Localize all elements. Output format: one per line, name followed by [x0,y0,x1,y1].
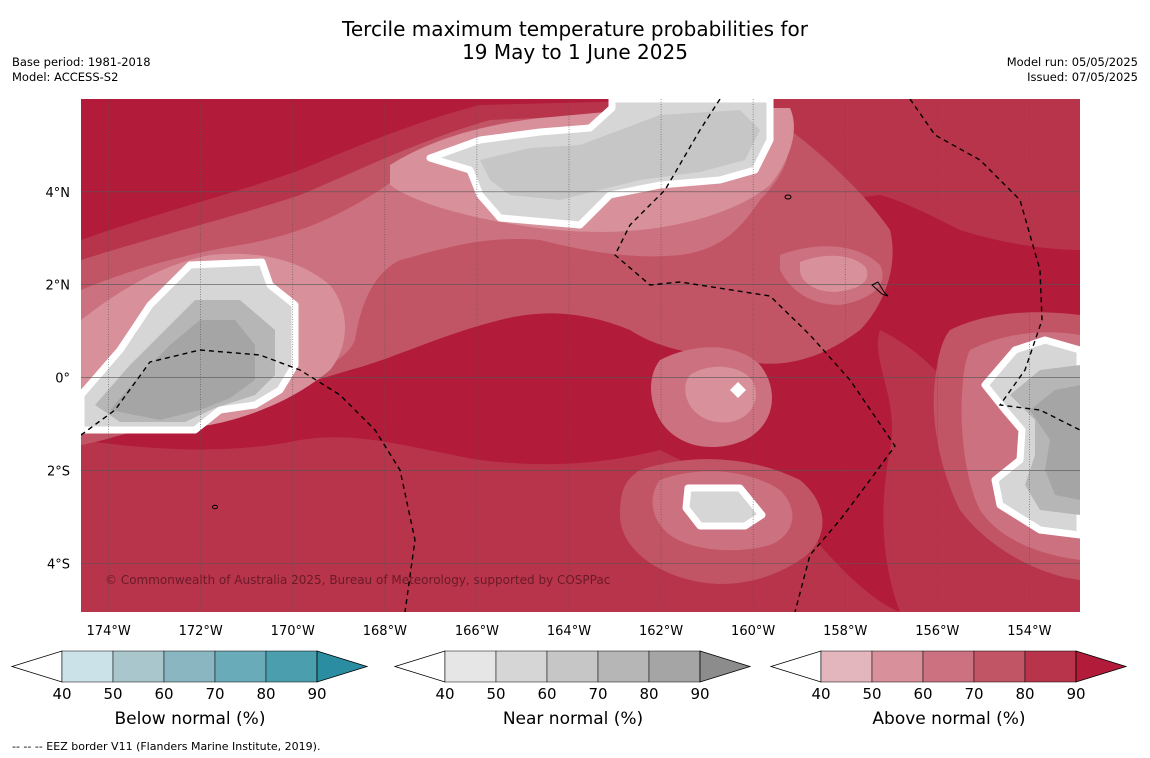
latitude-tick-label: 2°S [47,464,70,479]
island-2 [871,281,889,297]
colorbar-extend-high [1075,650,1128,683]
longitude-tick-label: 154°W [1007,624,1051,639]
field-above-40-50-northeast [800,255,868,292]
colorbar-extend-low [393,650,446,683]
colorbar-segment [214,650,267,683]
longitude-tick-label: 172°W [179,624,223,639]
islands [212,194,889,510]
colorbar-tick-label: 70 [205,685,224,703]
model-name: Model: ACCESS-S2 [12,70,119,84]
colorbar-segment [61,650,114,683]
map-title: Tercile maximum temperature probabilitie… [0,18,1150,64]
colorbar-segment [112,650,165,683]
colorbar-tick-label: 50 [486,685,505,703]
colorbar-segment [922,650,975,683]
colorbar-tick-label: 60 [913,685,932,703]
latitude-labels: 4°N 2°N 0° 2°S 4°S [46,186,71,572]
colorbar-near-label: Near normal (%) [502,709,644,729]
colorbar-tick-label: 50 [103,685,122,703]
colorbar-tick-label: 70 [964,685,983,703]
map-title-line1: Tercile maximum temperature probabilitie… [342,17,808,41]
colorbar-segment [163,650,216,683]
model-run-date: Model run: 05/05/2025 [1006,55,1138,69]
colorbar-segment [973,650,1026,683]
eez-border-2 [81,349,416,612]
field-near-west-80 [110,320,255,420]
colorbar-tick-label: 80 [1015,685,1034,703]
eez-borders [81,99,1080,612]
colorbar-extend-high [699,650,752,683]
eez-legend-note: -- -- -- EEZ border V11 (Flanders Marine… [12,740,321,753]
issued-date: Issued: 07/05/2025 [1027,70,1138,84]
colorbar-extend-low [10,650,63,683]
longitude-tick-label: 174°W [87,624,131,639]
colorbar-tick-label: 90 [1066,685,1085,703]
longitude-labels: 174°W 172°W 170°W 168°W 166°W 164°W 162°W 160°W… [87,624,1052,639]
map-title-line2: 19 May to 1 June 2025 [462,40,688,64]
latitude-tick-label: 4°N [46,186,71,201]
colorbar-tick-label: 50 [862,685,881,703]
colorbar-near: 40 50 60 70 80 90 [393,650,752,703]
colorbar-segment [1024,650,1077,683]
longitude-tick-label: 158°W [823,624,867,639]
copyright-notice: © Commonwealth of Australia 2025, Bureau… [105,573,610,587]
field-near-north-60 [480,110,760,200]
eez-border-3 [909,99,1080,431]
colorbar-tick-label: 90 [690,685,709,703]
colorbar-segment [820,650,873,683]
colorbar-segment [648,650,701,683]
colorbar-segment [546,650,599,683]
colorbar-tick-label: 90 [307,685,326,703]
field-near-east-80 [1030,385,1080,500]
map-field: © Commonwealth of Australia 2025, Bureau… [81,99,1080,612]
longitude-tick-label: 168°W [363,624,407,639]
colorbar-segment [871,650,924,683]
longitude-tick-label: 166°W [455,624,499,639]
colorbar-tick-label: 40 [811,685,830,703]
latitude-tick-label: 2°N [46,279,71,294]
colorbar-tick-label: 80 [639,685,658,703]
field-above-40-50-center [685,366,756,423]
model-info: Base period: 1981-2018 Model: ACCESS-S2 [12,55,151,85]
colorbars: 40 50 60 70 80 90 40 50 60 70 80 90 40 50 60 70 80 90 [10,650,1128,703]
colorbar-tick-label: 40 [52,685,71,703]
longitude-tick-label: 156°W [915,624,959,639]
colorbar-tick-label: 40 [435,685,454,703]
colorbar-segment [495,650,548,683]
colorbar-below-label: Below normal (%) [114,709,266,729]
colorbar-tick-label: 60 [154,685,173,703]
colorbar-segment [444,650,497,683]
colorbar-above: 40 50 60 70 80 90 [769,650,1128,703]
colorbar-above-label: Above normal (%) [872,709,1026,729]
longitude-tick-label: 162°W [639,624,683,639]
colorbar-segment [597,650,650,683]
colorbar-segment [265,650,318,683]
island-1 [784,194,792,200]
island-3 [212,504,218,510]
graticule [81,99,1080,612]
longitude-tick-label: 160°W [731,624,775,639]
field-near-south [682,484,766,530]
field-diamond [730,382,746,398]
colorbar-below: 40 50 60 70 80 90 [10,650,369,703]
colorbar-tick-label: 60 [537,685,556,703]
run-info: Model run: 05/05/2025 Issued: 07/05/2025 [1007,55,1138,85]
colorbar-extend-high [316,650,369,683]
longitude-tick-label: 164°W [547,624,591,639]
colorbar-tick-label: 70 [588,685,607,703]
colorbar-extend-low [769,650,822,683]
latitude-tick-label: 0° [55,372,70,387]
base-period: Base period: 1981-2018 [12,55,151,69]
longitude-tick-label: 170°W [271,624,315,639]
latitude-tick-label: 4°S [47,557,70,572]
colorbar-tick-label: 80 [256,685,275,703]
